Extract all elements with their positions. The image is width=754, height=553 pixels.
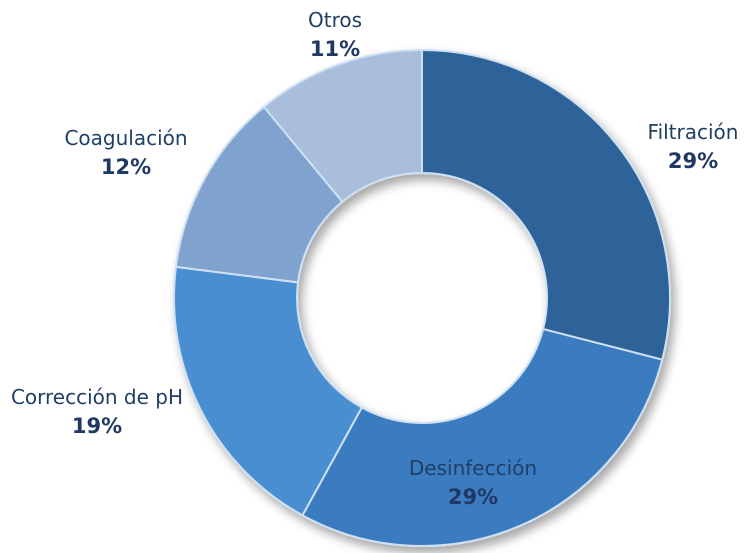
donut-slice bbox=[301, 327, 664, 547]
category-name: Otros bbox=[307, 8, 363, 32]
value-label: 29% bbox=[447, 485, 499, 509]
category-name: Corrección de pH bbox=[10, 385, 184, 409]
value-label: 29% bbox=[667, 149, 719, 173]
donut-slice bbox=[262, 48, 423, 204]
donut-slice bbox=[421, 48, 671, 361]
value-label: 19% bbox=[71, 414, 123, 438]
category-name: Desinfección bbox=[408, 456, 538, 480]
slice-label: Coagulación 12% bbox=[41, 124, 211, 182]
category-name: Filtración bbox=[647, 120, 739, 144]
value-label: 11% bbox=[309, 37, 361, 61]
category-name: Coagulación bbox=[64, 126, 188, 150]
slice-label: Filtración 29% bbox=[623, 118, 754, 176]
donut-slice bbox=[173, 265, 364, 517]
slice-label: Desinfección 29% bbox=[383, 454, 563, 512]
value-label: 12% bbox=[100, 155, 152, 179]
slice-label: Otros 11% bbox=[285, 6, 385, 64]
slice-label: Corrección de pH 19% bbox=[10, 383, 185, 441]
